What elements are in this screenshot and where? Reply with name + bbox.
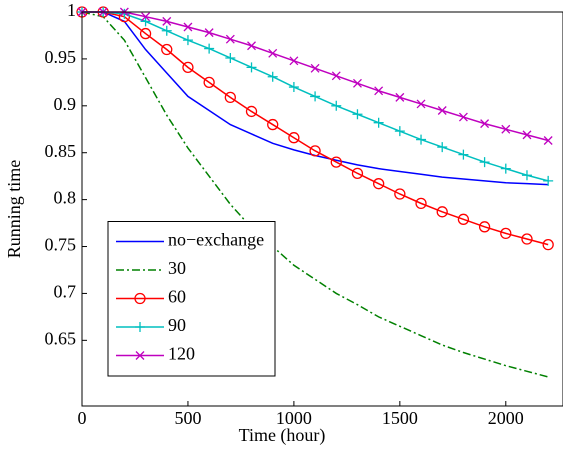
marker (478, 221, 491, 233)
marker (310, 63, 320, 73)
marker (330, 156, 342, 168)
legend-marker (135, 322, 145, 332)
legend-label: no−exchange (168, 230, 264, 250)
marker (521, 170, 532, 181)
x-axis-label: Time (hour) (239, 425, 326, 446)
marker (394, 126, 405, 137)
marker (500, 163, 511, 174)
marker (161, 43, 173, 56)
x-tick-label: 1000 (276, 408, 312, 428)
marker (203, 76, 215, 89)
legend-marker (134, 292, 146, 305)
marker (436, 206, 448, 218)
marker (394, 188, 406, 200)
marker (246, 62, 257, 73)
legend-marker (135, 351, 145, 360)
marker (183, 22, 193, 32)
marker (225, 34, 235, 44)
y-tick-label: 0.75 (45, 235, 77, 255)
marker (225, 52, 236, 63)
series-line (82, 11, 549, 246)
plot-series (76, 6, 554, 378)
y-tick-label: 0.65 (45, 328, 77, 348)
y-tick-label: 0.85 (45, 141, 77, 161)
legend-label: 120 (168, 344, 195, 364)
marker (119, 8, 130, 19)
y-axis-label: Running time (4, 160, 24, 259)
series-line (81, 11, 549, 378)
marker (268, 48, 278, 58)
marker (141, 12, 151, 22)
marker (522, 130, 532, 140)
y-tick-label: 0.9 (54, 94, 77, 114)
marker (140, 16, 151, 27)
marker (457, 213, 470, 225)
marker (479, 157, 490, 168)
marker (204, 43, 215, 54)
marker (289, 56, 299, 66)
marker (500, 227, 512, 240)
marker (245, 105, 258, 118)
marker (309, 145, 321, 157)
legend-label: 60 (168, 287, 186, 307)
y-tick-label: 0.7 (54, 282, 77, 302)
marker (543, 175, 554, 186)
marker (288, 132, 300, 144)
marker (351, 167, 364, 180)
marker (139, 27, 152, 40)
x-tick-label: 2000 (488, 408, 524, 428)
marker (416, 99, 426, 109)
y-tick-label: 1 (67, 0, 76, 20)
marker (437, 106, 447, 115)
y-tick-label: 0.8 (54, 188, 77, 208)
marker (162, 16, 172, 26)
marker (331, 71, 341, 81)
marker (480, 119, 490, 129)
marker (247, 41, 256, 51)
marker (458, 112, 468, 122)
marker (267, 71, 278, 82)
y-tick-label: 0.95 (45, 47, 77, 67)
marker (310, 91, 321, 102)
marker (224, 91, 236, 104)
x-tick-label: 1500 (382, 408, 418, 428)
marker (501, 124, 511, 134)
marker (352, 109, 363, 120)
marker (267, 118, 279, 131)
marker (373, 117, 384, 128)
marker (416, 134, 427, 145)
marker (543, 136, 553, 145)
x-tick-label: 0 (78, 408, 87, 428)
marker (331, 100, 342, 111)
marker (458, 149, 469, 160)
x-tick-label: 500 (174, 408, 201, 428)
marker (288, 82, 299, 93)
marker (521, 233, 533, 245)
marker (204, 28, 214, 38)
legend-label: 90 (168, 315, 186, 335)
marker (182, 61, 194, 73)
marker (415, 197, 427, 210)
marker (161, 25, 172, 36)
marker (182, 35, 193, 46)
marker (374, 86, 384, 96)
marker (395, 92, 405, 102)
plot-frame (81, 11, 563, 407)
marker (353, 78, 362, 88)
marker (373, 178, 385, 190)
legend-label: 30 (168, 258, 186, 278)
marker (437, 142, 448, 153)
marker (542, 238, 554, 251)
